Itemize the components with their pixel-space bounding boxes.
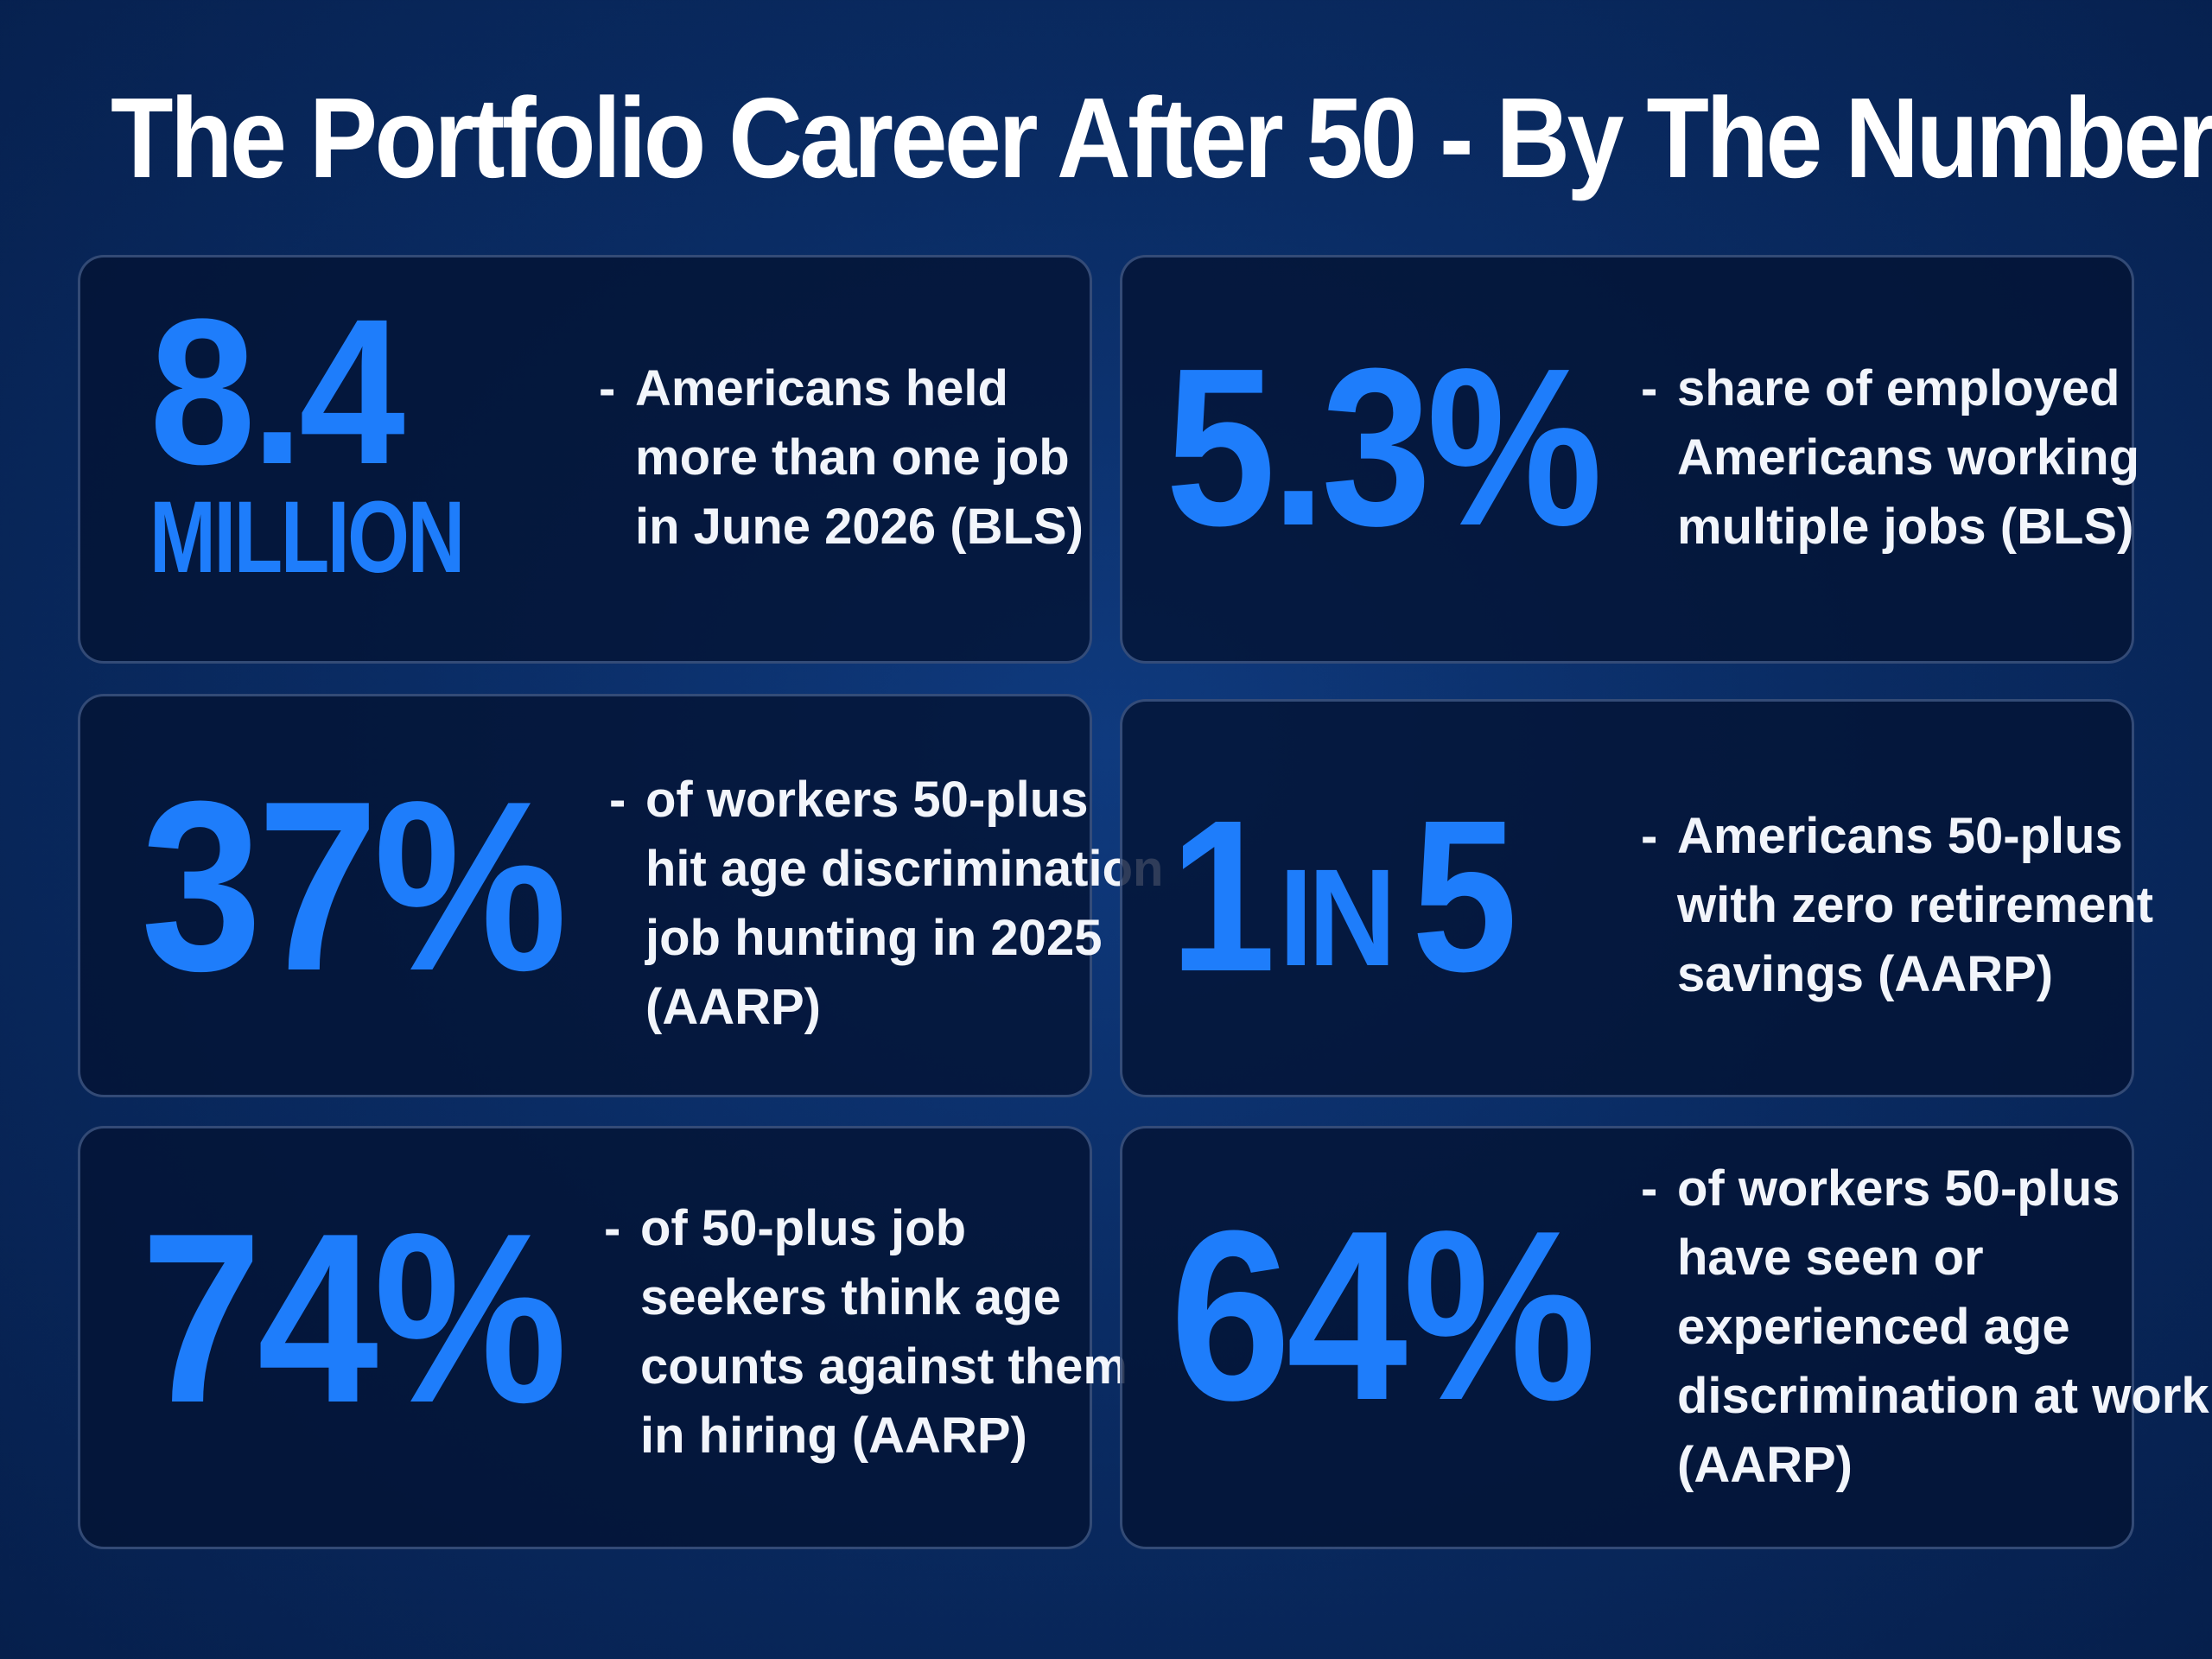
stat-card-age-discrimination-job-hunting: 37% - of workers 50-plus hit age discrim… — [78, 694, 1163, 1097]
description-line: (AARP) — [1677, 1437, 1853, 1493]
stat-unit-label: MILLION — [149, 480, 465, 594]
description-line: of workers 50-plus — [645, 772, 1089, 828]
description-line: Americans held — [635, 360, 1008, 416]
description-line: in hiring (AARP) — [640, 1408, 1027, 1464]
stat-description: - Americans 50-plus with zero retirement… — [1641, 802, 2153, 1009]
stat-value: 5.3% — [1166, 322, 1603, 573]
stat-description: - Americans held more than one job in Ju… — [599, 354, 1084, 562]
description-line: counts against them — [640, 1338, 1128, 1395]
description-line: (AARP) — [645, 979, 821, 1035]
description-line: with zero retirement — [1677, 877, 2154, 933]
bullet-dash: - — [1641, 360, 1658, 416]
stat-value: 8.4 MILLION — [149, 276, 518, 594]
description-line: multiple jobs (BLS) — [1677, 499, 2134, 555]
page-title: The Portfolio Career After 50 - By The N… — [111, 74, 2212, 201]
description-line: of workers 50-plus — [1677, 1160, 2120, 1217]
description-line: more than one job — [635, 429, 1070, 486]
stat-number: 74% — [141, 1184, 568, 1453]
stat-value: 64% — [1170, 1181, 1597, 1451]
stat-number: 5 — [1411, 775, 1517, 1016]
stat-number: 37% — [141, 752, 568, 1021]
stat-card-share-multiple-jobs: 5.3% - share of employed Americans worki… — [1120, 255, 2139, 664]
stat-description: - of workers 50-plus hit age discriminat… — [609, 766, 1163, 1042]
stat-description: - of workers 50-plus have seen or experi… — [1641, 1154, 2209, 1500]
description-line: share of employed — [1677, 360, 2120, 416]
description-line: of 50-plus job — [640, 1200, 966, 1256]
stat-number: 5.3% — [1166, 322, 1603, 573]
description-line: have seen or — [1677, 1230, 1984, 1286]
bullet-dash: - — [1641, 1160, 1658, 1217]
stat-card-americans-multiple-jobs: 8.4 MILLION - Americans held more than o… — [78, 255, 1092, 664]
stat-number: 1 — [1170, 775, 1275, 1016]
bullet-dash: - — [604, 1200, 621, 1256]
stat-number: 8.4 — [149, 276, 405, 507]
stat-connector: IN — [1279, 840, 1396, 995]
stat-value: 1 IN 5 — [1170, 788, 1517, 1004]
bullet-dash: - — [1641, 808, 1658, 864]
stat-value: 74% — [141, 1184, 568, 1453]
description-line: discrimination at work — [1677, 1368, 2209, 1424]
description-line: savings (AARP) — [1677, 946, 2054, 1002]
stat-description: - of 50-plus job seekers think age count… — [604, 1194, 1128, 1471]
description-line: Americans 50-plus — [1677, 808, 2123, 864]
stat-card-zero-retirement-savings: 1 IN 5 - Americans 50-plus with zero ret… — [1120, 699, 2153, 1097]
bullet-dash: - — [599, 360, 616, 416]
description-line: seekers think age — [640, 1269, 1061, 1325]
description-line: in June 2026 (BLS) — [635, 499, 1084, 555]
stat-value: 37% — [141, 752, 568, 1021]
stat-number: 64% — [1170, 1181, 1597, 1451]
description-line: Americans working — [1677, 429, 2140, 486]
description-line: job hunting in 2025 — [645, 910, 1103, 966]
stat-card-age-counts-against-hiring: 74% - of 50-plus job seekers think age c… — [78, 1126, 1128, 1549]
description-line: hit age discrimination — [645, 841, 1164, 897]
description-line: experienced age — [1677, 1299, 2070, 1355]
stat-card-age-discrimination-at-work: 64% - of workers 50-plus have seen or ex… — [1120, 1126, 2209, 1549]
stat-description: - share of employed Americans working mu… — [1641, 354, 2139, 562]
bullet-dash: - — [609, 772, 626, 828]
